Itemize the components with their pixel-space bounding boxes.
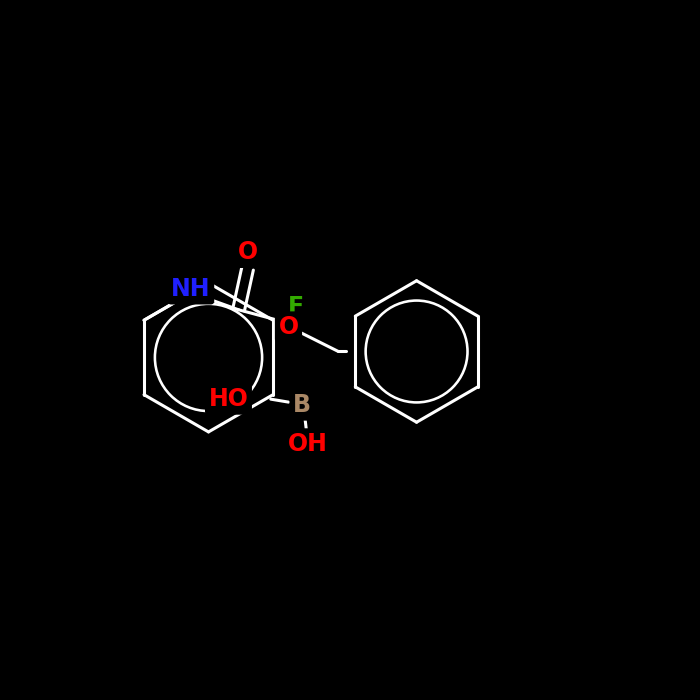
Text: B: B xyxy=(293,393,311,417)
Text: O: O xyxy=(279,315,298,339)
Text: O: O xyxy=(237,240,258,265)
Text: OH: OH xyxy=(288,432,328,456)
Text: F: F xyxy=(288,295,304,319)
Text: HO: HO xyxy=(209,387,248,411)
Text: NH: NH xyxy=(172,277,211,301)
